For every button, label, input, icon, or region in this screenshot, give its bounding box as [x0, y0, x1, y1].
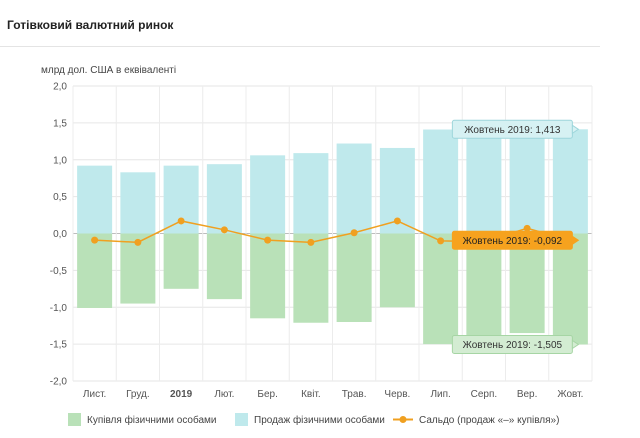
- bar-sale: [250, 155, 286, 234]
- y-tick-label: 1,5: [53, 118, 67, 129]
- x-tick-label: Лист.: [83, 389, 106, 400]
- bar-purchase: [250, 233, 286, 319]
- saldo-point: [264, 236, 272, 244]
- bar-purchase: [466, 233, 502, 346]
- saldo-point: [220, 226, 228, 234]
- bar-sale: [293, 153, 329, 234]
- legend-label-saldo[interactable]: Сальдо (продаж «–» купівля»): [419, 415, 559, 426]
- bar-purchase: [293, 233, 329, 323]
- bar-purchase: [336, 233, 372, 322]
- tooltips-layer: Жовтень 2019: 1,413 Жовтень 2019: -0,092 Ж…: [451, 119, 580, 354]
- legend-label-sale[interactable]: Продаж фізичними особами: [254, 414, 385, 426]
- x-tick-label: 2019: [170, 389, 193, 400]
- saldo-point: [177, 217, 185, 225]
- bar-purchase: [206, 233, 242, 300]
- bar-sale: [509, 131, 545, 234]
- grid-lines: [72, 85, 593, 382]
- saldo-point: [350, 229, 358, 237]
- tooltip-purchase-text: Жовтень 2019: -1,505: [463, 340, 563, 351]
- saldo-point: [134, 238, 142, 246]
- chart-header: Готівковий валютний ринок: [0, 0, 640, 48]
- bar-purchase: [509, 233, 545, 334]
- x-tick-label: Трав.: [342, 389, 367, 400]
- y-tick-label: -1,5: [50, 340, 68, 351]
- saldo-point: [523, 224, 531, 232]
- header-divider: [0, 46, 600, 47]
- y-tick-label: 0,0: [53, 229, 67, 240]
- legend: Купівля фізичними особами Продаж фізични…: [68, 413, 559, 426]
- saldo-point: [91, 236, 99, 244]
- bar-purchase: [423, 233, 459, 345]
- x-tick-label: Жовт.: [557, 389, 583, 400]
- x-tick-label: Черв.: [384, 389, 410, 400]
- x-tick-label: Квіт.: [301, 389, 321, 400]
- x-tick-label: Лип.: [430, 389, 450, 400]
- x-tick-label: Серп.: [471, 389, 498, 400]
- legend-swatch-purchase[interactable]: [68, 413, 81, 426]
- tooltip-sale-arrow: [571, 124, 580, 135]
- bar-sale: [206, 164, 242, 234]
- legend-label-purchase[interactable]: Купівля фізичними особами: [87, 414, 217, 426]
- x-tick-label: Бер.: [257, 389, 277, 400]
- tooltip-saldo-arrow: [571, 235, 580, 246]
- bar-sale: [77, 165, 113, 234]
- chart-title: Готівковий валютний ринок: [7, 18, 174, 32]
- tooltip-sale-text: Жовтень 2019: 1,413: [464, 125, 561, 136]
- bar-purchase: [552, 233, 588, 345]
- y-tick-label: 1,0: [53, 155, 67, 166]
- legend-swatch-sale[interactable]: [235, 413, 248, 426]
- x-tick-label: Груд.: [126, 389, 150, 400]
- saldo-point: [437, 237, 445, 245]
- y-tick-label: 0,5: [53, 192, 67, 203]
- saldo-point: [307, 238, 315, 246]
- bar-sale: [552, 129, 588, 234]
- bar-sale: [120, 172, 156, 234]
- bar-purchase: [379, 233, 415, 308]
- tooltip-saldo-text: Жовтень 2019: -0,092: [463, 236, 563, 247]
- bar-sale: [336, 143, 372, 234]
- y-axis-label: млрд дол. США в еквіваленті: [41, 65, 176, 76]
- bar-sale: [423, 129, 459, 234]
- bar-sale: [466, 130, 502, 234]
- x-tick-label: Вер.: [517, 389, 538, 400]
- y-tick-labels: 2,0 1,5 1,0 0,5 0,0 -0,5 -1,0 -1,5 -2,0: [50, 82, 68, 388]
- y-tick-label: 2,0: [53, 82, 67, 93]
- x-tick-labels: Лист. Груд. 2019 Лют. Бер. Квіт. Трав. Черв. Лип…: [83, 389, 583, 400]
- x-tick-label: Лют.: [214, 389, 234, 400]
- legend-swatch-saldo-dot[interactable]: [399, 416, 407, 423]
- bar-purchase: [77, 233, 113, 308]
- y-tick-label: -2,0: [50, 377, 68, 388]
- y-tick-label: -0,5: [50, 266, 68, 277]
- bar-purchase: [163, 233, 199, 289]
- tooltip-purchase-arrow: [571, 339, 580, 350]
- y-tick-label: -1,0: [50, 303, 68, 314]
- saldo-point: [393, 217, 401, 225]
